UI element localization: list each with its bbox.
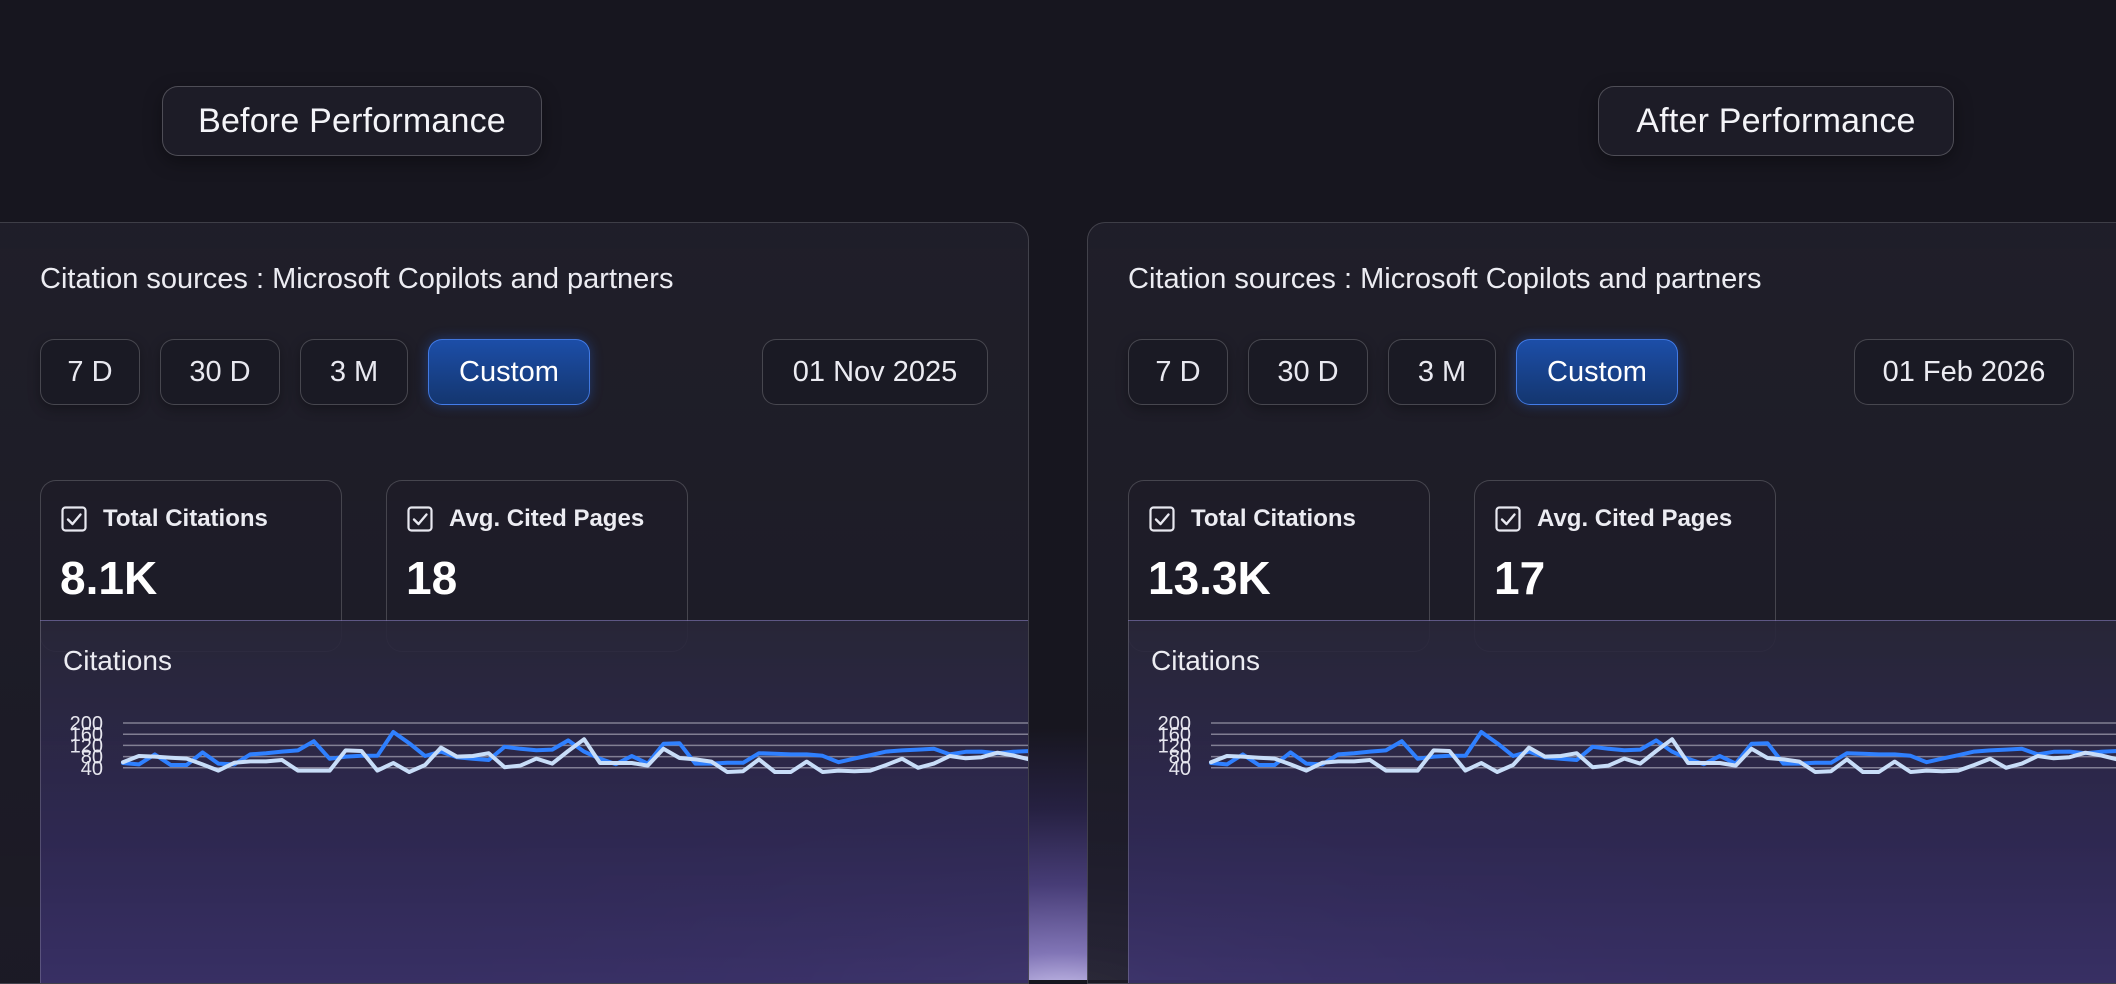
range-custom-button[interactable]: Custom — [428, 339, 590, 405]
y-tick-label: 80 — [81, 747, 103, 769]
metric-value: 8.1K — [60, 552, 158, 604]
checkbox-checked-icon[interactable] — [61, 506, 87, 532]
before-panel: Citation sources : Microsoft Copilots an… — [0, 222, 1029, 984]
chart-title: Citations — [1151, 645, 1260, 676]
after-panel: Citation sources : Microsoft Copilots an… — [1087, 222, 2116, 984]
citations-chart: Citations 40 80 120 160 200 — [40, 620, 1028, 983]
panel-title: Citation sources : Microsoft Copilots an… — [1128, 263, 1762, 295]
y-tick-label: 160 — [70, 724, 103, 746]
checkbox-checked-icon[interactable] — [1149, 506, 1175, 532]
series-line-blue — [121, 730, 1028, 767]
range-30d-button[interactable]: 30 D — [1248, 339, 1368, 405]
range-3m-button[interactable]: 3 M — [1388, 339, 1496, 405]
metric-label: Total Citations — [103, 505, 268, 532]
y-tick-label: 200 — [1158, 713, 1191, 735]
date-picker-button[interactable]: 01 Feb 2026 — [1854, 339, 2074, 405]
range-7d-button[interactable]: 7 D — [1128, 339, 1228, 405]
series-line-light — [121, 737, 1028, 774]
range-custom-button[interactable]: Custom — [1516, 339, 1678, 405]
panel-title: Citation sources : Microsoft Copilots an… — [40, 263, 674, 295]
y-tick-label: 160 — [1158, 724, 1191, 746]
date-picker-button[interactable]: 01 Nov 2025 — [762, 339, 988, 405]
checkbox-checked-icon[interactable] — [1495, 506, 1521, 532]
chart-title: Citations — [63, 645, 172, 676]
before-performance-label: Before Performance — [162, 86, 542, 156]
metric-value: 18 — [406, 552, 458, 604]
after-performance-label: After Performance — [1598, 86, 1954, 156]
y-tick-label: 120 — [70, 735, 103, 757]
metric-value: 17 — [1494, 552, 1546, 604]
range-3m-button[interactable]: 3 M — [300, 339, 408, 405]
metric-label: Total Citations — [1191, 505, 1356, 532]
metric-value: 13.3K — [1148, 552, 1271, 604]
y-tick-label: 200 — [70, 713, 103, 735]
range-30d-button[interactable]: 30 D — [160, 339, 280, 405]
metric-label: Avg. Cited Pages — [449, 505, 645, 532]
series-line-light — [1209, 737, 2116, 774]
y-tick-label: 40 — [1169, 758, 1191, 780]
range-7d-button[interactable]: 7 D — [40, 339, 140, 405]
y-tick-label: 80 — [1169, 747, 1191, 769]
metric-card-total-citations[interactable]: Total Citations 8.1K — [40, 480, 342, 652]
series-line-blue — [1209, 730, 2116, 767]
metric-label: Avg. Cited Pages — [1537, 505, 1733, 532]
citations-chart: Citations 40 80 120 160 200 — [1128, 620, 2116, 983]
checkbox-checked-icon[interactable] — [407, 506, 433, 532]
y-tick-label: 120 — [1158, 735, 1191, 757]
y-tick-label: 40 — [81, 758, 103, 780]
